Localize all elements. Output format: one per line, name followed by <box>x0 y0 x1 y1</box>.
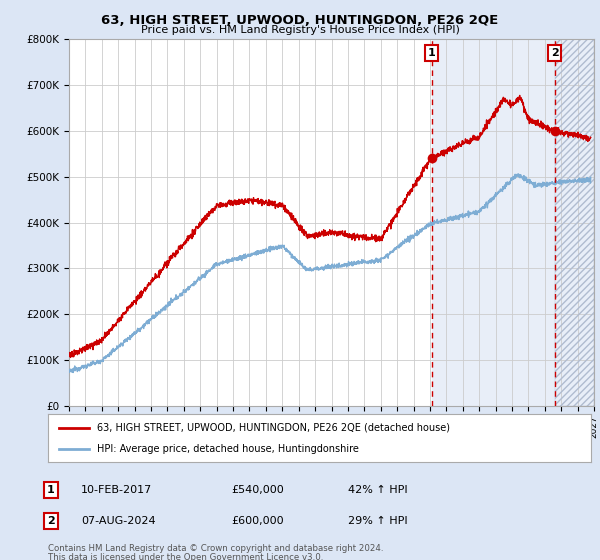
Bar <box>432 39 594 406</box>
Text: Price paid vs. HM Land Registry's House Price Index (HPI): Price paid vs. HM Land Registry's House … <box>140 25 460 35</box>
Text: 07-AUG-2024: 07-AUG-2024 <box>81 516 155 526</box>
Text: 42% ↑ HPI: 42% ↑ HPI <box>348 485 407 495</box>
Text: 1: 1 <box>47 485 55 495</box>
Text: HPI: Average price, detached house, Huntingdonshire: HPI: Average price, detached house, Hunt… <box>97 444 359 454</box>
Text: 1: 1 <box>428 48 436 58</box>
Text: 63, HIGH STREET, UPWOOD, HUNTINGDON, PE26 2QE: 63, HIGH STREET, UPWOOD, HUNTINGDON, PE2… <box>101 14 499 27</box>
Text: £540,000: £540,000 <box>231 485 284 495</box>
Text: £600,000: £600,000 <box>231 516 284 526</box>
Text: This data is licensed under the Open Government Licence v3.0.: This data is licensed under the Open Gov… <box>48 553 323 560</box>
Bar <box>554 39 594 406</box>
Text: 2: 2 <box>551 48 559 58</box>
Text: 29% ↑ HPI: 29% ↑ HPI <box>348 516 407 526</box>
Text: Contains HM Land Registry data © Crown copyright and database right 2024.: Contains HM Land Registry data © Crown c… <box>48 544 383 553</box>
Text: 2: 2 <box>47 516 55 526</box>
Text: 63, HIGH STREET, UPWOOD, HUNTINGDON, PE26 2QE (detached house): 63, HIGH STREET, UPWOOD, HUNTINGDON, PE2… <box>97 423 450 433</box>
Text: 10-FEB-2017: 10-FEB-2017 <box>81 485 152 495</box>
